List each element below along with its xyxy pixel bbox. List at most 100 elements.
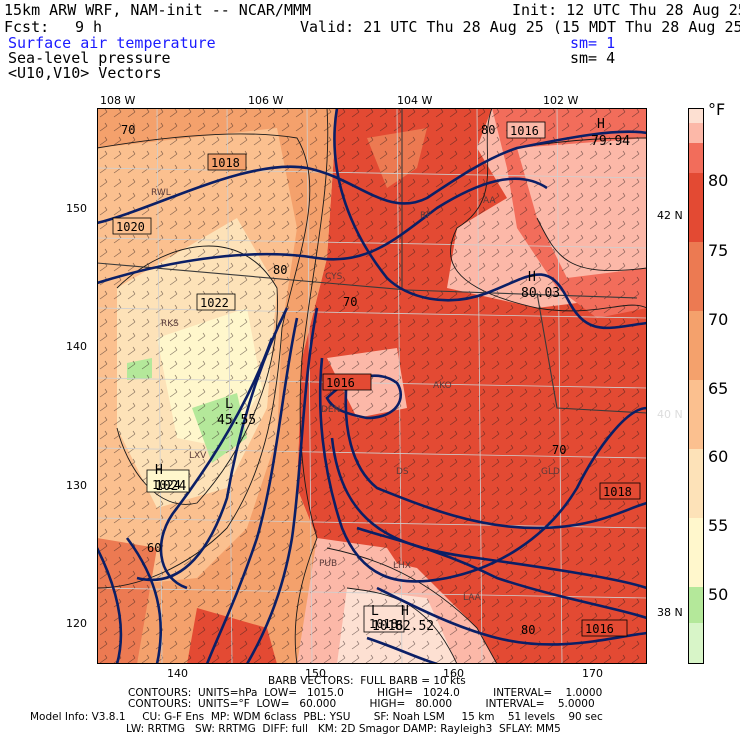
station-label: RF — [420, 211, 431, 221]
extremum-value: 80.03 — [521, 286, 560, 301]
isobar-label: 1018 — [211, 156, 240, 170]
temp-label: 80 — [273, 263, 287, 277]
field-surface-temp: Surface air temperature — [8, 34, 216, 52]
station-label: DEN — [321, 405, 340, 415]
forecast-label: Fcst: — [4, 18, 50, 36]
station-label: LXV — [189, 451, 207, 461]
colorbar-label: 60 — [708, 447, 729, 466]
extremum-letter: L — [371, 604, 379, 619]
colorbar-label: 50 — [708, 585, 729, 604]
colorbar-unit: °F — [708, 100, 726, 119]
station-label: LAA — [463, 593, 482, 603]
station-label: AA — [483, 196, 496, 206]
weather-map: 1018 1020 1022 1016 1016 1024 1018 1018 … — [97, 108, 647, 664]
colorbar-band — [689, 587, 703, 623]
state-borders — [97, 108, 647, 414]
station-label: RWL — [151, 188, 171, 198]
lon-label-104w: 104 W — [397, 94, 433, 107]
colorbar-band — [689, 123, 703, 143]
colorbar-label: 65 — [708, 379, 729, 398]
colorbar-label: 55 — [708, 516, 729, 535]
station-label: PUB — [319, 559, 337, 569]
y-tick-150: 150 — [66, 202, 87, 215]
station-label: RKS — [161, 319, 179, 329]
extremum-letter: H — [597, 117, 605, 132]
lat-label-40n: 40 N — [657, 408, 683, 421]
temperature-labels: 70 80 80 70 70 60 80 — [121, 123, 566, 637]
colorbar-label: 80 — [708, 171, 729, 190]
station-label: AKO — [433, 381, 452, 391]
barb-vectors-note: BARB VECTORS: FULL BARB = 10 kts — [268, 675, 466, 687]
temperature-contours — [97, 108, 647, 664]
colorbar-band — [689, 109, 703, 123]
lon-label-108w: 108 W — [100, 94, 136, 107]
station-label: LHX — [393, 561, 411, 571]
extremum-letter: H — [155, 463, 163, 478]
field-wind-vectors: <U10,V10> Vectors — [8, 64, 162, 82]
extremum-value: 1016 — [372, 619, 403, 634]
extremum-letter: L — [225, 397, 233, 412]
extremum-value: 45.55 — [217, 413, 256, 428]
extremum-letter: H — [528, 270, 536, 285]
temp-label: 70 — [121, 123, 135, 137]
y-tick-130: 130 — [66, 479, 87, 492]
isobar-label: 1020 — [116, 220, 145, 234]
colorbar-band — [689, 449, 703, 518]
station-label: GLD — [541, 467, 560, 477]
colorbar-band — [689, 518, 703, 587]
isobar-label: 1016 — [585, 622, 614, 636]
lat-label-38n: 38 N — [657, 606, 683, 619]
init-time: Init: 12 UTC Thu 28 Aug 25 — [512, 1, 740, 19]
colorbar-label: 70 — [708, 310, 729, 329]
x-tick-160: 160 — [443, 667, 464, 680]
colorbar-band — [689, 311, 703, 380]
colorbar-band — [689, 173, 703, 242]
colorbar-band — [689, 143, 703, 173]
field-slp: Sea-level pressure — [8, 49, 171, 67]
isobar-label: 1016 — [326, 376, 355, 390]
map-frame — [97, 108, 647, 664]
model-info-line1: Model Info: V3.8.1 CU: G-F Ens MP: WDM 6… — [30, 711, 603, 723]
temperature-colorbar — [688, 108, 704, 664]
y-tick-140: 140 — [66, 340, 87, 353]
extremum-value: 1024 — [155, 479, 186, 494]
temp-label: 80 — [481, 123, 495, 137]
field-surface-temp-smoothing: sm= 1 — [570, 34, 616, 52]
temp-label: 60 — [147, 541, 161, 555]
station-labels: RWL RF AA CYS RKS DEN AKO LXV DS GLD PUB… — [151, 188, 560, 603]
colorbar-band — [689, 623, 703, 663]
station-label: DS — [396, 467, 409, 477]
model-title: 15km ARW WRF, NAM-init -- NCAR/MMM — [4, 1, 312, 19]
field-slp-smoothing: sm= 4 — [570, 49, 616, 67]
isobar-label: 1022 — [200, 296, 229, 310]
colorbar-band — [689, 380, 703, 449]
lon-label-102w: 102 W — [543, 94, 579, 107]
wind-barbs — [97, 108, 647, 664]
extrema-labels: H 79.94 H 80.03 L 45.55 H 1024 L 1016 H … — [155, 117, 630, 634]
isobar-labels: 1018 1020 1022 1016 1016 1024 1018 1018 … — [112, 121, 641, 637]
valid-time: Valid: 21 UTC Thu 28 Aug 25 (15 MDT Thu … — [300, 18, 740, 36]
extremum-value: 82.52 — [395, 619, 434, 634]
temp-label: 80 — [521, 623, 535, 637]
x-tick-150: 150 — [305, 667, 326, 680]
x-tick-140: 140 — [167, 667, 188, 680]
extremum-letter: H — [401, 604, 409, 619]
temp-label: 70 — [343, 295, 357, 309]
isobar-label: 1016 — [510, 124, 539, 138]
contours-hpa-note: CONTOURS: UNITS=hPa LOW= 1015.0 HIGH= 10… — [128, 687, 603, 699]
forecast-hour: 9 h — [75, 18, 103, 36]
extremum-value: 79.94 — [591, 134, 630, 149]
isobar-label: 1024 — [152, 478, 181, 492]
colorbar-band — [689, 242, 703, 311]
station-label: CYS — [325, 272, 343, 282]
colorbar-label: 75 — [708, 241, 729, 260]
contours-temp-note: CONTOURS: UNITS=°F LOW= 60.000 HIGH= 80.… — [128, 698, 595, 710]
isobar-label: 1018 — [603, 485, 632, 499]
isobar-label: 1018 — [369, 617, 398, 631]
temp-label: 70 — [552, 443, 566, 457]
lat-label-42n: 42 N — [657, 209, 683, 222]
lon-label-106w: 106 W — [248, 94, 284, 107]
model-info-line2: LW: RRTMG SW: RRTMG DIFF: full KM: 2D Sm… — [126, 723, 561, 735]
y-tick-120: 120 — [66, 617, 87, 630]
x-tick-170: 170 — [582, 667, 603, 680]
